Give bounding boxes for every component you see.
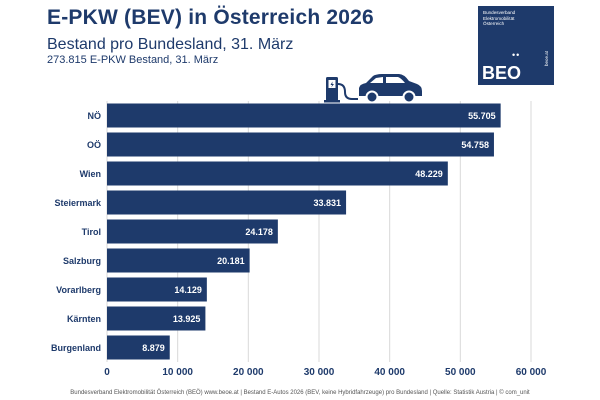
logo-dots: •• bbox=[512, 50, 521, 60]
category-labels: NÖ OÖ Wien Steiermark Tirol Salzburg Vorarlber… bbox=[51, 111, 102, 353]
category-label: NÖ bbox=[88, 111, 102, 121]
beo-logo[interactable]: Bundesverband Elektromobilität Österreic… bbox=[478, 6, 554, 85]
logo-abbr: BEO bbox=[482, 63, 522, 83]
bar-value-label: 55.705 bbox=[468, 111, 496, 121]
category-label: Kärnten bbox=[67, 314, 101, 324]
x-axis-tick-labels: 0 10 000 20 000 30 000 40 000 50 000 60 000 bbox=[104, 367, 547, 378]
bars: 55.705 54.758 48.229 33.831 24.178 20.181 14.1… bbox=[107, 103, 501, 360]
logo-org-line: Elektromobilität bbox=[483, 15, 515, 21]
chart-subtitle: Bestand pro Bundesland, 31. März bbox=[47, 36, 294, 53]
bar bbox=[107, 306, 206, 331]
bar bbox=[107, 190, 347, 215]
bar-value-label: 14.129 bbox=[174, 285, 202, 295]
bar bbox=[107, 161, 448, 186]
category-label: Tirol bbox=[82, 227, 101, 237]
bar-value-label: 33.831 bbox=[314, 198, 342, 208]
ev-charger-icon bbox=[324, 77, 358, 103]
bar bbox=[107, 335, 170, 360]
category-label: Steiermark bbox=[54, 198, 102, 208]
category-label: Vorarlberg bbox=[56, 285, 101, 295]
x-tick-label: 40 000 bbox=[374, 367, 405, 378]
bar bbox=[107, 277, 207, 302]
car-icon bbox=[359, 74, 422, 104]
logo-org-name: Bundesverband Elektromobilität Österreic… bbox=[483, 10, 543, 27]
chart-title: E-PKW (BEV) in Österreich 2026 bbox=[47, 6, 374, 29]
logo-org-line: Bundesverband bbox=[483, 10, 516, 15]
x-tick-label: 30 000 bbox=[304, 367, 335, 378]
x-tick-label: 50 000 bbox=[445, 367, 476, 378]
bar-value-label: 8.879 bbox=[142, 343, 165, 353]
x-tick-label: 20 000 bbox=[233, 367, 264, 378]
bar-value-label: 48.229 bbox=[415, 169, 443, 179]
category-label: Salzburg bbox=[63, 256, 101, 266]
category-label: Burgenland bbox=[51, 343, 101, 353]
category-label: Wien bbox=[80, 169, 101, 179]
bar-value-label: 54.758 bbox=[461, 140, 489, 150]
chart-total-note: 273.815 E-PKW Bestand, 31. März bbox=[47, 54, 219, 66]
bar bbox=[107, 248, 250, 273]
category-label: OÖ bbox=[87, 140, 101, 150]
bar bbox=[107, 103, 501, 128]
chart-icons bbox=[324, 74, 422, 104]
x-tick-label: 10 000 bbox=[162, 367, 193, 378]
bar-value-label: 24.178 bbox=[245, 227, 273, 237]
bar-value-label: 13.925 bbox=[173, 314, 201, 324]
x-tick-label: 60 000 bbox=[516, 367, 547, 378]
bar bbox=[107, 132, 494, 157]
footer-source-note: Bundesverband Elektromobilität Österreic… bbox=[70, 390, 530, 396]
logo-org-line: Österreich bbox=[483, 21, 505, 26]
bar-value-label: 20.181 bbox=[217, 256, 245, 266]
x-tick-label: 0 bbox=[104, 367, 110, 378]
bar bbox=[107, 219, 278, 244]
